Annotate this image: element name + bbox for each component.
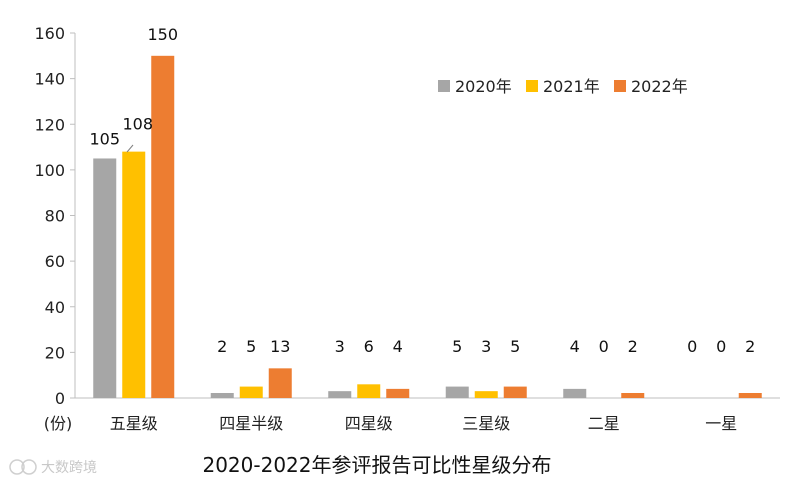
legend-entry: 2022年 xyxy=(631,77,688,96)
bar xyxy=(151,55,175,398)
data-label: 4 xyxy=(570,337,580,356)
watermark: 大数跨境 xyxy=(9,459,97,476)
data-label: 0 xyxy=(687,337,697,356)
bar xyxy=(563,388,587,398)
chart-title: 2020-2022年参评报告可比性星级分布 xyxy=(202,453,551,477)
x-tick-label: 四星半级 xyxy=(219,414,283,433)
data-label: 6 xyxy=(364,337,374,356)
data-label: 5 xyxy=(452,337,462,356)
bar xyxy=(357,384,381,398)
y-tick-label: 60 xyxy=(45,252,65,271)
data-label: 105 xyxy=(89,129,120,148)
legend-entry: 2020年 xyxy=(455,77,512,96)
watermark-text: 大数跨境 xyxy=(41,460,97,476)
data-label: 2 xyxy=(217,337,227,356)
brand-logo-icon xyxy=(9,459,37,475)
bar xyxy=(474,391,498,398)
x-tick-label: 五星级 xyxy=(110,414,158,433)
y-tick-label: 0 xyxy=(55,389,65,408)
bar xyxy=(503,386,527,398)
legend-entry: 2021年 xyxy=(543,77,600,96)
bar xyxy=(738,393,762,398)
bars xyxy=(93,55,762,398)
data-label: 5 xyxy=(246,337,256,356)
bar xyxy=(93,158,117,398)
x-tick-label: 三星级 xyxy=(462,414,510,433)
unit-label: (份) xyxy=(44,414,73,433)
legend-swatch xyxy=(526,80,538,92)
x-tick-label: 一星 xyxy=(705,414,737,433)
data-label: 0 xyxy=(716,337,726,356)
data-label: 2 xyxy=(628,337,638,356)
leader-line xyxy=(126,144,134,153)
bar xyxy=(621,393,645,398)
data-label: 0 xyxy=(599,337,609,356)
y-tick-label: 160 xyxy=(34,24,65,43)
data-label: 5 xyxy=(510,337,520,356)
bar xyxy=(445,386,469,398)
bar xyxy=(210,393,234,398)
data-label: 3 xyxy=(481,337,491,356)
x-tick-label: 二星 xyxy=(588,414,620,433)
data-label: 2 xyxy=(745,337,755,356)
bar xyxy=(328,391,352,398)
y-tick-label: 140 xyxy=(34,70,65,89)
bar xyxy=(239,386,263,398)
data-label: 108 xyxy=(122,115,153,134)
legend: 2020年 2021年 2022年 xyxy=(438,77,688,96)
bar xyxy=(268,368,292,398)
y-tick-label: 80 xyxy=(45,207,65,226)
y-tick-label: 120 xyxy=(34,115,65,134)
legend-swatch xyxy=(614,80,626,92)
x-tick-label: 四星级 xyxy=(345,414,393,433)
y-tick-label: 100 xyxy=(34,161,65,180)
bar xyxy=(122,151,146,398)
y-tick-label: 20 xyxy=(45,343,65,362)
legend-swatch xyxy=(438,80,450,92)
bar xyxy=(386,388,410,398)
data-label: 13 xyxy=(270,337,290,356)
data-label: 4 xyxy=(393,337,403,356)
data-label: 150 xyxy=(147,25,178,44)
y-tick-label: 40 xyxy=(45,298,65,317)
data-label: 3 xyxy=(335,337,345,356)
